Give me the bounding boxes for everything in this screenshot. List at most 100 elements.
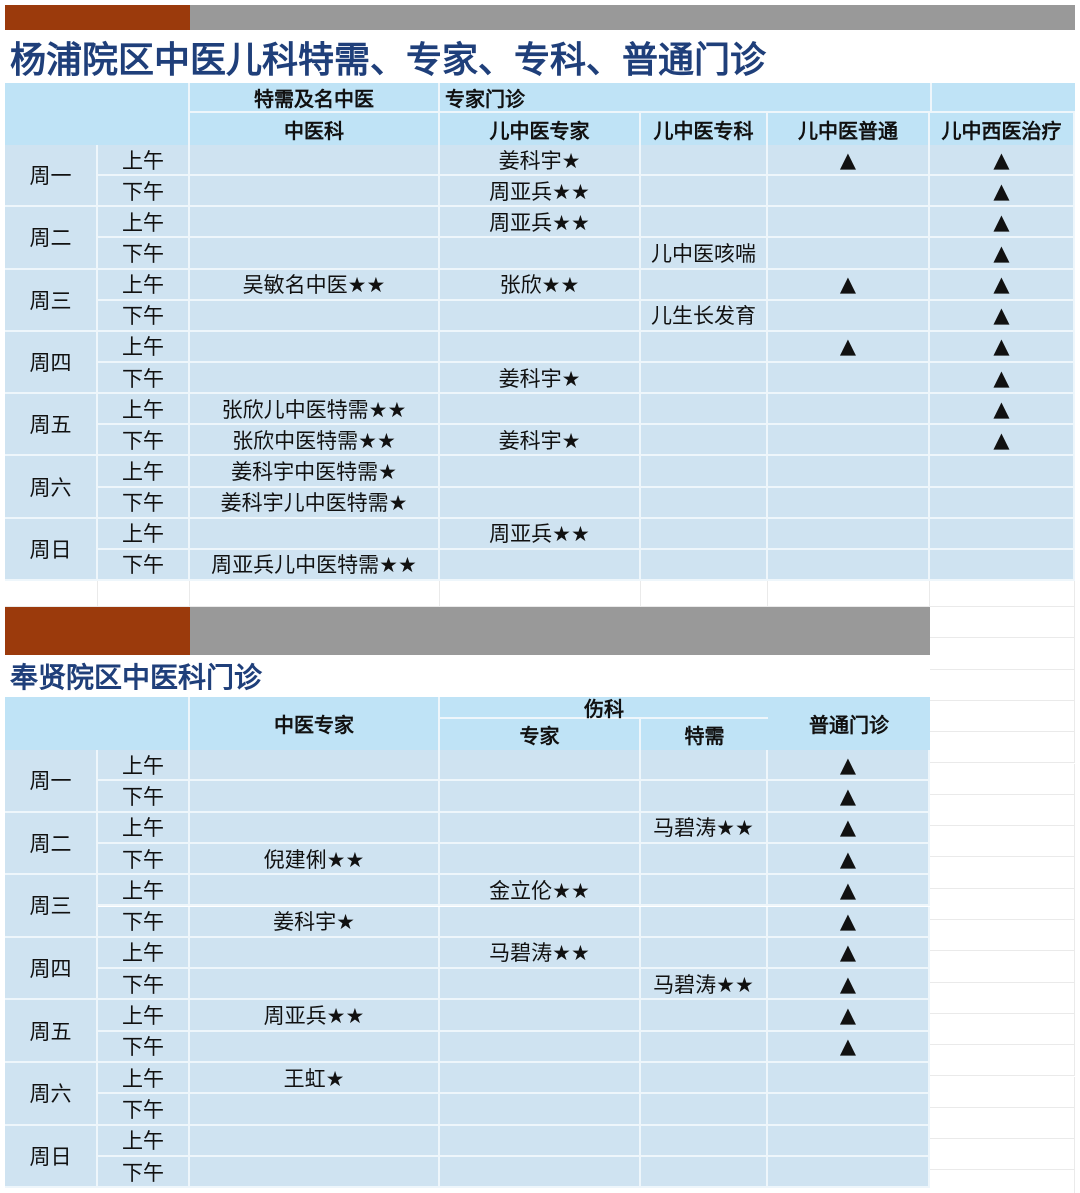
period-label: 下午 (98, 425, 190, 457)
header-general: 普通门诊 (768, 697, 930, 750)
schedule-cell (641, 1063, 768, 1095)
schedule-cell (641, 456, 768, 488)
schedule-cell (641, 145, 768, 177)
schedule-cell (190, 1156, 440, 1189)
schedule-cell (440, 331, 641, 363)
empty-cell (190, 580, 440, 607)
empty-cell (930, 1107, 1075, 1140)
triangle-marker: ▲ (930, 331, 1075, 363)
empty-cell (930, 826, 1075, 858)
triangle-marker: ▲ (930, 207, 1075, 239)
triangle-marker: ▲ (930, 300, 1075, 332)
schedule-cell (440, 238, 641, 270)
schedule-cell: 周亚兵★★ (440, 176, 641, 208)
schedule-cell (641, 487, 768, 519)
empty-cell (930, 700, 1075, 733)
schedule-cell: 姜科宇中医特需★ (190, 456, 440, 488)
schedule-cell (440, 1000, 641, 1032)
schedule-cell: 倪建俐★★ (190, 843, 440, 876)
schedule-cell (768, 1063, 930, 1095)
schedule-cell (641, 362, 768, 395)
empty-cell (930, 638, 1075, 670)
schedule-cell: 姜科宇★ (440, 145, 641, 177)
schedule-cell (190, 969, 440, 1001)
schedule-cell (641, 875, 768, 907)
schedule-cell (190, 300, 440, 332)
schedule-cell (641, 1156, 768, 1189)
triangle-marker: ▲ (930, 362, 1075, 395)
schedule-cell (440, 549, 641, 581)
schedule-cell (190, 1094, 440, 1126)
day-label: 周五 (5, 1000, 98, 1063)
period-label: 上午 (98, 269, 190, 301)
schedule-cell: 张欣★★ (440, 269, 641, 301)
empty-cell (930, 669, 1075, 701)
period-label: 下午 (98, 549, 190, 581)
empty-cell (930, 888, 1075, 920)
schedule-cell: 儿生长发育 (641, 300, 768, 332)
yangpu-title: 杨浦院区中医儿科特需、专家、专科、普通门诊 (10, 40, 767, 81)
schedule-cell (768, 518, 930, 550)
schedule-cell: 周亚兵★★ (190, 1000, 440, 1032)
schedule-cell (641, 906, 768, 938)
period-label: 下午 (98, 362, 190, 395)
schedule-cell (641, 843, 768, 876)
day-label: 周一 (5, 145, 98, 208)
triangle-marker: ▲ (930, 145, 1075, 177)
period-label: 上午 (98, 207, 190, 239)
empty-cell (930, 580, 1075, 607)
schedule-cell (768, 425, 930, 457)
triangle-marker: ▲ (768, 937, 930, 970)
schedule-cell (768, 1125, 930, 1157)
period-label: 下午 (98, 1094, 190, 1126)
schedule-cell (190, 750, 440, 782)
period-label: 上午 (98, 145, 190, 177)
schedule-cell (190, 875, 440, 907)
schedule-cell (930, 549, 1075, 581)
schedule-cell (440, 1063, 641, 1095)
empty-cell (930, 1139, 1075, 1171)
schedule-cell: 姜科宇儿中医特需★ (190, 487, 440, 519)
triangle-marker: ▲ (768, 145, 930, 177)
schedule-cell (641, 176, 768, 208)
schedule-cell (440, 812, 641, 844)
triangle-marker: ▲ (768, 331, 930, 363)
empty-cell (930, 732, 1075, 764)
schedule-cell (768, 394, 930, 426)
empty-cell (930, 982, 1075, 1014)
schedule-cell (440, 750, 641, 782)
period-label: 上午 (98, 875, 190, 907)
schedule-cell (641, 549, 768, 581)
schedule-cell (440, 843, 641, 876)
schedule-cell (190, 518, 440, 550)
schedule-cell (768, 238, 930, 270)
schedule-cell (641, 394, 768, 426)
schedule-cell: 金立伦★★ (440, 875, 641, 907)
schedule-cell (440, 969, 641, 1001)
schedule-cell (440, 394, 641, 426)
schedule-cell (641, 1031, 768, 1063)
empty-cell (930, 607, 1075, 639)
period-label: 上午 (98, 937, 190, 970)
schedule-cell (440, 906, 641, 938)
day-label: 周日 (5, 518, 98, 581)
triangle-marker: ▲ (768, 812, 930, 844)
schedule-cell: 周亚兵儿中医特需★★ (190, 549, 440, 581)
schedule-cell (440, 456, 641, 488)
schedule-cell (190, 238, 440, 270)
header-corner (5, 83, 190, 145)
schedule-cell: 张欣儿中医特需★★ (190, 394, 440, 426)
schedule-cell: 姜科宇★ (440, 362, 641, 395)
period-label: 上午 (98, 518, 190, 550)
schedule-cell (440, 781, 641, 813)
schedule-cell (440, 1031, 641, 1063)
empty-cell (930, 857, 1075, 889)
schedule-cell (641, 331, 768, 363)
period-label: 下午 (98, 781, 190, 813)
schedule-cell (930, 518, 1075, 550)
header-special-group: 特需及名中医 (190, 83, 440, 113)
period-label: 上午 (98, 456, 190, 488)
period-label: 下午 (98, 238, 190, 270)
schedule-cell (440, 1094, 641, 1126)
column-header: 儿中西医治疗 (930, 113, 1075, 145)
